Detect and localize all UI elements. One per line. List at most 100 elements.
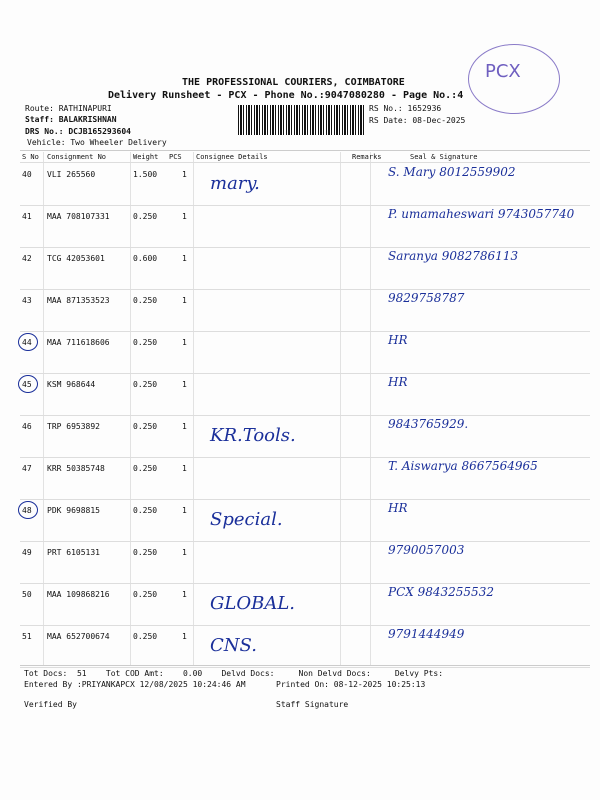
circle-mark [18,375,38,393]
staff: Staff: BALAKRISHNAN [25,115,117,124]
consignee-handwriting: KR.Tools. [210,425,296,446]
weight: 0.250 [133,296,158,305]
consignment-no: VLI 265560 [47,170,96,179]
weight: 0.250 [133,422,158,431]
totals: Tot Docs: 51 Tot COD Amt: 0.00 Delvd Doc… [24,669,444,678]
col-weight: Weight [133,153,159,161]
drs-number: DRS No.: DCJB165293604 [25,127,131,136]
pcs: 1 [182,464,187,473]
sno: 41 [22,212,32,221]
seal-signature: 9829758787 [388,291,465,305]
sno: 40 [22,170,32,179]
rs-date: RS Date: 08-Dec-2025 [369,116,466,125]
sno: 45 [22,380,32,389]
circle-mark [18,501,38,519]
pcs: 1 [182,212,187,221]
pcx-stamp: PCX [468,44,560,114]
table-row: 46 TRP 6953892 0.250 1 KR.Tools. 9843765… [20,415,590,458]
table-row: 47 KRR 50385748 0.250 1 T. Aiswarya 8667… [20,457,590,500]
table-row: 45 KSM 968644 0.250 1 HR [18,373,590,416]
col-sno: S No [22,153,39,161]
consignment-no: KRR 50385748 [47,464,105,473]
consignee-handwriting: CNS. [210,635,257,656]
sno: 49 [22,548,32,557]
pcs: 1 [182,170,187,179]
table-row: 51 MAA 652700674 0.250 1 CNS. 9791444949 [20,625,590,668]
pcs: 1 [182,506,187,515]
consignment-no: MAA 708107331 [47,212,110,221]
seal-signature: HR [388,375,408,389]
staff-signature: Staff Signature [276,700,349,709]
weight: 0.600 [133,254,158,263]
weight: 0.250 [133,380,158,389]
weight: 0.250 [133,338,158,347]
consignee-handwriting: GLOBAL. [210,593,295,614]
vehicle: Vehicle: Two Wheeler Delivery [27,138,167,147]
verified-by: Verified By [24,700,77,709]
weight: 0.250 [133,548,158,557]
pcs: 1 [182,380,187,389]
entered-by: Entered By :PRIYANKAPCX 12/08/2025 10:24… [24,680,246,689]
weight: 0.250 [133,464,158,473]
consignee-handwriting: mary. [210,173,260,194]
pcs: 1 [182,422,187,431]
sno: 47 [22,464,32,473]
weight: 1.500 [133,170,158,179]
consignment-no: MAA 871353523 [47,296,110,305]
sno: 42 [22,254,32,263]
seal-signature: HR [388,501,408,515]
pcs: 1 [182,590,187,599]
consignment-no: MAA 652700674 [47,632,110,641]
consignment-no: MAA 711618606 [47,338,110,347]
pcs: 1 [182,296,187,305]
route: Route: RATHINAPURI [25,104,112,113]
sno: 51 [22,632,32,641]
barcode [238,105,365,135]
sno: 48 [22,506,32,515]
pcs: 1 [182,548,187,557]
col-pcs: PCS [169,153,182,161]
weight: 0.250 [133,632,158,641]
seal-signature: 9790057003 [388,543,465,557]
rs-number: RS No.: 1652936 [369,104,442,113]
seal-signature: T. Aiswarya 8667564965 [388,459,538,473]
col-remarks: Remarks [352,153,382,161]
weight: 0.250 [133,212,158,221]
table-row: 48 PDK 9698815 0.250 1 Special. HR [18,499,590,542]
sno: 44 [22,338,32,347]
weight: 0.250 [133,590,158,599]
table-row: 43 MAA 871353523 0.250 1 9829758787 [20,289,590,332]
seal-signature: Saranya 9082786113 [388,249,519,263]
sno: 46 [22,422,32,431]
seal-signature: HR [388,333,408,347]
table-row: 42 TCG 42053601 0.600 1 Saranya 90827861… [20,247,590,290]
table-row: 41 MAA 708107331 0.250 1 P. umamaheswari… [20,205,590,248]
sno: 50 [22,590,32,599]
circle-mark [18,333,38,351]
seal-signature: S. Mary 8012559902 [388,165,516,179]
pcs: 1 [182,254,187,263]
pcs: 1 [182,338,187,347]
col-consignment: Consignment No [47,153,107,161]
consignment-no: TCG 42053601 [47,254,105,263]
table-row: 44 MAA 711618606 0.250 1 HR [18,331,590,374]
consignment-no: PDK 9698815 [47,506,100,515]
sno: 43 [22,296,32,305]
seal-signature: P. umamaheswari 9743057740 [388,207,575,221]
consignment-no: PRT 6105131 [47,548,100,557]
seal-signature: 9843765929. [388,417,469,431]
consignment-no: KSM 968644 [47,380,96,389]
pcs: 1 [182,632,187,641]
runsheet-subtitle: Delivery Runsheet - PCX - Phone No.:9047… [108,90,464,101]
seal-signature: 9791444949 [388,627,465,641]
company-title: THE PROFESSIONAL COURIERS, COIMBATORE [182,77,405,88]
table-row: 50 MAA 109868216 0.250 1 GLOBAL. PCX 984… [20,583,590,626]
consignment-no: MAA 109868216 [47,590,110,599]
consignee-handwriting: Special. [210,509,283,530]
col-consignee: Consignee Details [196,153,268,161]
weight: 0.250 [133,506,158,515]
printed-on: Printed On: 08-12-2025 10:25:13 [276,680,426,689]
seal-signature: PCX 9843255532 [388,585,494,599]
table-row: 40 VLI 265560 1.500 1 mary. S. Mary 8012… [20,163,590,206]
